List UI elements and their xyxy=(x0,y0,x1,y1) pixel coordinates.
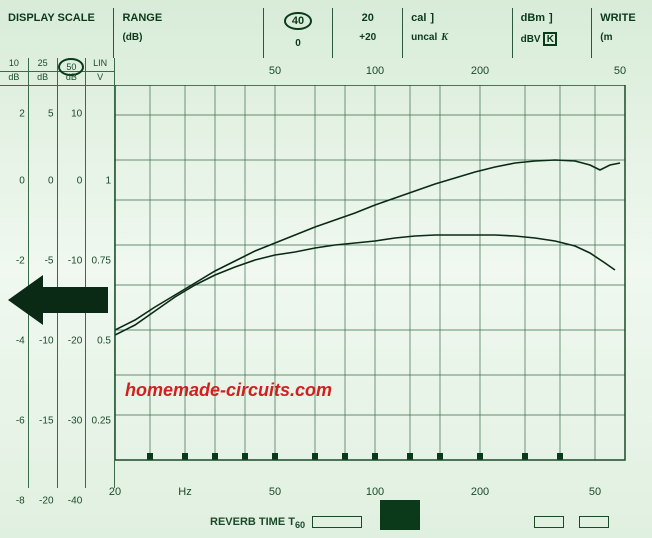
curves-group xyxy=(115,160,620,335)
scale-col-unit-3: V xyxy=(86,72,114,86)
scale-tick: -30 xyxy=(68,416,82,427)
reverb-sub: 60 xyxy=(295,520,305,530)
scale-tick: -4 xyxy=(16,336,25,347)
x-top-label: 50 xyxy=(614,65,626,77)
x-bot-label: 100 xyxy=(366,486,384,498)
scale-tick: 0.75 xyxy=(92,256,111,267)
scale-col-unit-0: dB xyxy=(0,72,28,86)
range-20-value: 20 xyxy=(362,12,374,24)
write-label: WRITE xyxy=(600,12,635,24)
x-bot-label: 50 xyxy=(589,486,601,498)
display-scale-label: DISPLAY SCALE xyxy=(8,12,95,24)
x-top-label: 50 xyxy=(269,65,281,77)
footer-box2-icon xyxy=(534,516,564,528)
scale-tick: -40 xyxy=(68,496,82,507)
scale-tick: 0.5 xyxy=(97,336,111,347)
scale-col-0: 10dB20-2-4-6-8 xyxy=(0,58,29,488)
header-row: DISPLAY SCALE RANGE (dB) 40 0 20 +20 cal… xyxy=(0,8,652,58)
scale-tick: 0 xyxy=(48,176,54,187)
scale-tick: 0.25 xyxy=(92,416,111,427)
markers-group xyxy=(147,453,563,460)
scale-tick: 2 xyxy=(19,109,25,120)
uncal-label: uncal xyxy=(411,32,437,43)
x-bot-label: 200 xyxy=(471,486,489,498)
range-40-section: 40 0 xyxy=(264,8,334,58)
range-40-value: 40 xyxy=(284,12,312,30)
scale-tick: -10 xyxy=(39,336,53,347)
scale-col-hdr-2: 50 xyxy=(58,58,86,72)
footer-box3-icon xyxy=(579,516,609,528)
x-top-label: 100 xyxy=(366,65,384,77)
x-bot-label: 20 xyxy=(109,486,121,498)
range-label: RANGE xyxy=(122,12,162,24)
left-arrow-icon xyxy=(8,275,108,325)
scale-col-hdr-0: 10 xyxy=(0,58,28,72)
scale-tick: -6 xyxy=(16,416,25,427)
k-box-icon: K xyxy=(543,32,557,46)
scale-col-hdr-3: LIN xyxy=(86,58,114,72)
display-scale-section: DISPLAY SCALE xyxy=(0,8,114,58)
dbm-section: dBm] dBV K xyxy=(513,8,593,58)
scale-tick: -2 xyxy=(16,256,25,267)
scale-tick: 10 xyxy=(71,109,82,120)
range-20-section: 20 +20 xyxy=(333,8,403,58)
footer-black-block xyxy=(380,500,420,530)
dbv-label: dBV xyxy=(521,34,541,45)
range-0-value: 0 xyxy=(272,38,325,49)
range-unit: (dB) xyxy=(122,32,254,43)
scale-col-1: 25dB50-5-10-15-20 xyxy=(29,58,58,488)
dbm-label: dBm xyxy=(521,12,545,24)
chart-svg xyxy=(115,85,635,480)
scale-tick: -15 xyxy=(39,416,53,427)
scale-col-unit-1: dB xyxy=(29,72,57,86)
scale-tick: -5 xyxy=(45,256,54,267)
scale-tick: -20 xyxy=(68,336,82,347)
cal-section: cal] uncalK xyxy=(403,8,512,58)
watermark-text: homemade-circuits.com xyxy=(125,380,332,401)
scale-col-2: 50dB100-10-20-30-40 xyxy=(58,58,87,488)
range-n20-value: +20 xyxy=(341,32,394,43)
scale-tick: -10 xyxy=(68,256,82,267)
chart-border xyxy=(115,85,625,460)
footer-label-group: REVERB TIME T60 xyxy=(210,516,362,530)
reverb-label: REVERB TIME T xyxy=(210,516,295,528)
cal-label: cal xyxy=(411,12,426,24)
scale-col-hdr-1: 25 xyxy=(29,58,57,72)
chart-area: 501002005020Hz5010020050 xyxy=(115,85,635,480)
x-bot-label: 50 xyxy=(269,486,281,498)
scale-tick: 0 xyxy=(19,176,25,187)
x-top-label: 200 xyxy=(471,65,489,77)
scale-col-unit-2: dB xyxy=(58,72,86,86)
grid-group xyxy=(115,85,625,460)
write-unit: (m xyxy=(600,32,644,43)
scale-tick: -8 xyxy=(16,496,25,507)
scale-tick: 5 xyxy=(48,109,54,120)
scale-col-3: LINV 1 0.75 0.5 0.25 xyxy=(86,58,115,488)
write-section: WRITE (m xyxy=(592,8,652,58)
x-bot-label: Hz xyxy=(178,486,191,498)
y-scale-columns: 10dB20-2-4-6-825dB50-5-10-15-2050dB100-1… xyxy=(0,58,115,488)
footer-box-icon xyxy=(312,516,362,528)
scale-tick: 1 xyxy=(105,176,111,187)
range-section: RANGE (dB) xyxy=(114,8,263,58)
scale-tick: -20 xyxy=(39,496,53,507)
scale-tick: 0 xyxy=(77,176,83,187)
